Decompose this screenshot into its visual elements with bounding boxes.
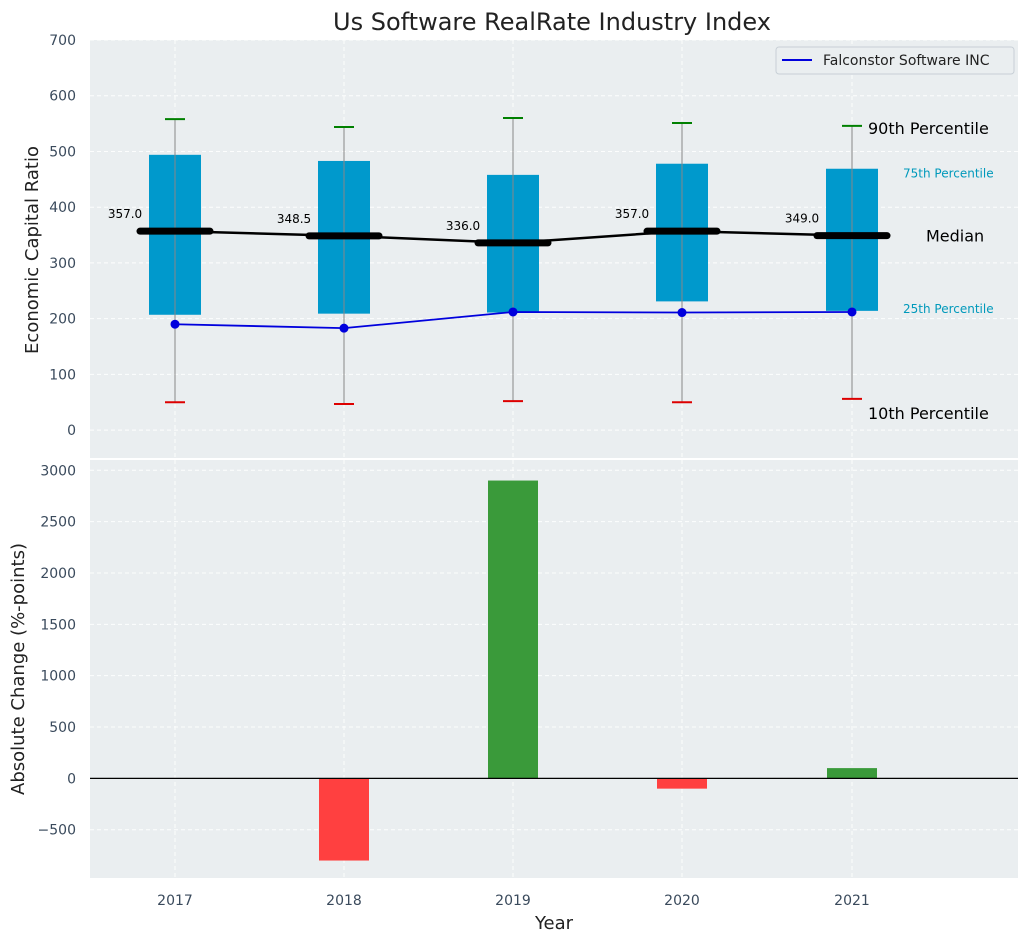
x-tick-2021: 2021 [834,893,870,909]
change-bar-2021 [827,768,877,779]
chart-title: Us Software RealRate Industry Index [333,8,771,36]
median-label-2021: 349.0 [785,212,819,226]
x-tick-2019: 2019 [495,893,531,909]
top-y-tick-0: 0 [67,423,76,439]
x-tick-2018: 2018 [326,893,362,909]
x-ticks: 2017 2018 2019 2020 2021 [157,893,870,909]
x-tick-2017: 2017 [157,893,193,909]
top-marks: 357.0 348.5 336.0 357.0 349.0 90th Percentile… [108,117,994,423]
median-label-2020: 357.0 [615,207,649,221]
bottom-y-tick-2500: 2500 [40,515,76,531]
top-y-tick-600: 600 [49,89,76,105]
legend-box [775,46,1015,75]
top-y-ticks: 0 100 200 300 400 500 600 700 [49,33,76,439]
change-bar-2020 [657,778,707,789]
company-point-2021 [847,307,857,317]
company-point-2017 [170,319,180,329]
top-y-tick-100: 100 [49,367,76,383]
x-axis-label: Year [534,913,574,934]
annotation-p10: 10th Percentile [868,404,989,423]
company-point-2018 [339,323,349,333]
top-y-tick-400: 400 [49,200,76,216]
annotation-median: Median [926,227,984,246]
legend: Falconstor Software INC [775,46,1015,75]
annotation-p90: 90th Percentile [868,119,989,138]
legend-label: Falconstor Software INC [823,53,990,69]
company-point-2020 [677,308,687,318]
company-point-2019 [508,307,518,317]
median-label-2019: 336.0 [446,219,480,233]
bottom-y-tick-3000: 3000 [40,463,76,479]
bottom-y-tick--500: −500 [38,823,76,839]
bottom-plot-background [90,460,1018,878]
bottom-y-tick-500: 500 [49,720,76,736]
bottom-grid [90,460,1018,878]
bottom-y-tick-0: 0 [67,771,76,787]
bottom-y-tick-1000: 1000 [40,669,76,685]
top-y-tick-200: 200 [49,312,76,328]
bottom-y-tick-1500: 1500 [40,617,76,633]
median-label-2018: 348.5 [277,212,311,226]
bottom-y-axis-label: Absolute Change (%-points) [8,543,29,795]
top-grid [90,39,1018,458]
change-bar-2019 [488,480,538,779]
median-label-2017: 357.0 [108,207,142,221]
bottom-marks [90,480,1018,861]
annotation-p25: 25th Percentile [903,302,994,316]
top-y-tick-500: 500 [49,144,76,160]
top-y-tick-700: 700 [49,33,76,49]
top-plot-background [90,40,1018,458]
top-y-tick-300: 300 [49,256,76,272]
bottom-y-tick-2000: 2000 [40,566,76,582]
bottom-y-ticks: −500 0 500 1000 1500 2000 2500 3000 [38,463,76,838]
change-bar-2018 [319,778,369,861]
annotation-p75: 75th Percentile [903,167,994,181]
top-y-axis-label: Economic Capital Ratio [22,146,43,354]
x-tick-2020: 2020 [664,893,700,909]
